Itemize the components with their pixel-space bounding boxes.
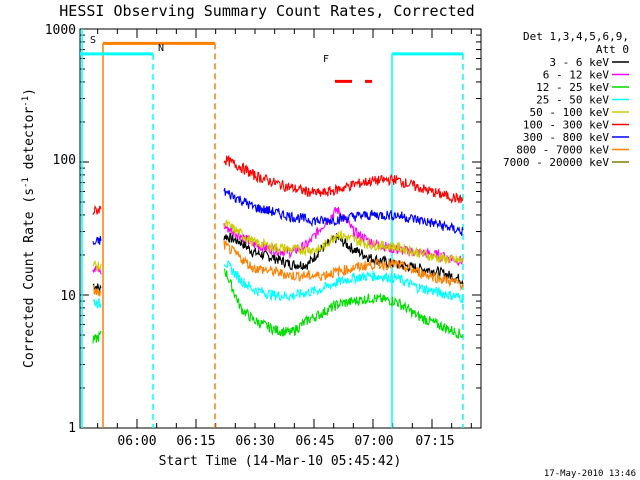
series-800-7000-kev-1 — [223, 240, 464, 291]
x-tick-labels: 06:00 06:15 06:30 06:45 07:00 07:15 — [117, 434, 454, 449]
legend-label-100-300-kev: 100 - 300 keV — [523, 119, 609, 132]
y-tick-label-100: 100 — [53, 153, 76, 168]
legend-header-line-1: Det 1,3,4,5,6,9, — [523, 30, 629, 43]
y-tick-label-10: 10 — [60, 289, 76, 304]
series-3-6-kev-1 — [223, 232, 464, 285]
y-axis-label: Corrected Count Rate (s-1 detector-1) — [21, 88, 37, 368]
legend-header-line-2: Att 0 — [596, 43, 629, 56]
chart-title: HESSI Observing Summary Count Rates, Cor… — [59, 2, 474, 20]
date-stamp: 17-May-2010 13:46 — [544, 469, 636, 479]
series-50-100-kev-0 — [92, 259, 102, 272]
legend-label-3-6-kev: 3 - 6 keV — [549, 56, 609, 69]
legend-label-6-12-kev: 6 - 12 keV — [543, 69, 610, 82]
legend-label-50-100-kev: 50 - 100 keV — [530, 106, 610, 119]
legend-label-7000-20000-kev: 7000 - 20000 keV — [503, 156, 609, 169]
series-50-100-kev-1 — [223, 219, 464, 265]
observing-flags: S N F — [80, 29, 464, 428]
series-100-300-kev-0 — [92, 204, 102, 215]
series-25-50-kev-0 — [92, 297, 102, 309]
series-12-25-kev-0 — [92, 330, 102, 344]
series-12-25-kev-1 — [223, 268, 464, 339]
series-300-800-kev-1 — [223, 187, 464, 236]
x-tick-label-0615: 06:15 — [176, 434, 215, 449]
y-tick-label-1: 1 — [68, 421, 76, 436]
legend-label-300-800-kev: 300 - 800 keV — [523, 131, 609, 144]
y-tick-label-1000: 1000 — [45, 23, 76, 38]
saa-label: S — [90, 35, 96, 46]
x-axis-label: Start Time (14-Mar-10 05:45:42) — [159, 454, 402, 469]
x-tick-label-0645: 06:45 — [295, 434, 334, 449]
series-800-7000-kev-0 — [92, 284, 102, 297]
x-tick-label-0600: 06:00 — [117, 434, 156, 449]
series-25-50-kev-1 — [223, 260, 464, 304]
x-tick-label-0715: 07:15 — [415, 434, 454, 449]
x-tick-label-0700: 07:00 — [354, 434, 393, 449]
y-tick-labels: 1 10 100 1000 — [45, 23, 76, 436]
legend-label-25-50-kev: 25 - 50 keV — [536, 94, 609, 107]
axis-ticks — [80, 29, 481, 429]
legend-label-12-25-kev: 12 - 25 keV — [536, 81, 609, 94]
legend-label-800-7000-kev: 800 - 7000 keV — [516, 144, 609, 157]
series-100-300-kev-1 — [223, 154, 464, 205]
x-tick-label-0630: 06:30 — [235, 434, 274, 449]
flare-label: F — [323, 54, 329, 65]
series-300-800-kev-0 — [92, 236, 102, 246]
night-label: N — [158, 43, 164, 54]
plot-frame — [79, 28, 482, 429]
count-rate-series — [92, 154, 464, 344]
